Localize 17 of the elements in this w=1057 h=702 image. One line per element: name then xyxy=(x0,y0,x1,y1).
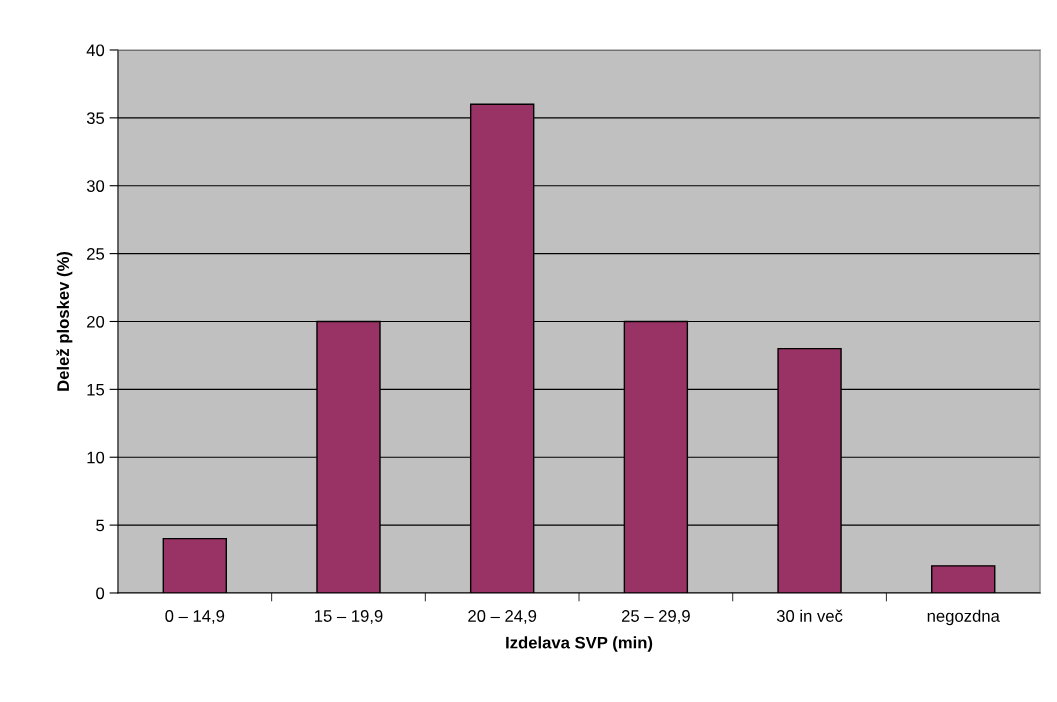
y-axis-title: Delež ploskev (%) xyxy=(56,251,73,391)
y-tick-label: 5 xyxy=(96,519,105,532)
y-tick-label: 25 xyxy=(87,248,105,260)
x-tick-label: negozdna xyxy=(927,609,1000,626)
x-tick-label: 20 – 24,9 xyxy=(468,610,537,624)
x-tick-label: 30 in več xyxy=(776,609,843,622)
y-tick-label: 20 xyxy=(87,315,105,328)
x-tick-label: 15 – 19,9 xyxy=(315,610,383,624)
x-tick-label: 0 – 14,9 xyxy=(165,610,225,624)
y-tick-label: 35 xyxy=(86,112,105,125)
x-axis-title: Izdelava SVP (min) xyxy=(506,636,653,652)
x-tick-label: 25 – 29,9 xyxy=(621,610,690,624)
y-tick-label: 15 xyxy=(87,383,105,396)
y-tick-label: 10 xyxy=(87,451,105,464)
y-tick-label: 40 xyxy=(86,44,105,57)
y-tick-label: 30 xyxy=(86,180,105,192)
y-tick-label: 0 xyxy=(96,587,105,600)
